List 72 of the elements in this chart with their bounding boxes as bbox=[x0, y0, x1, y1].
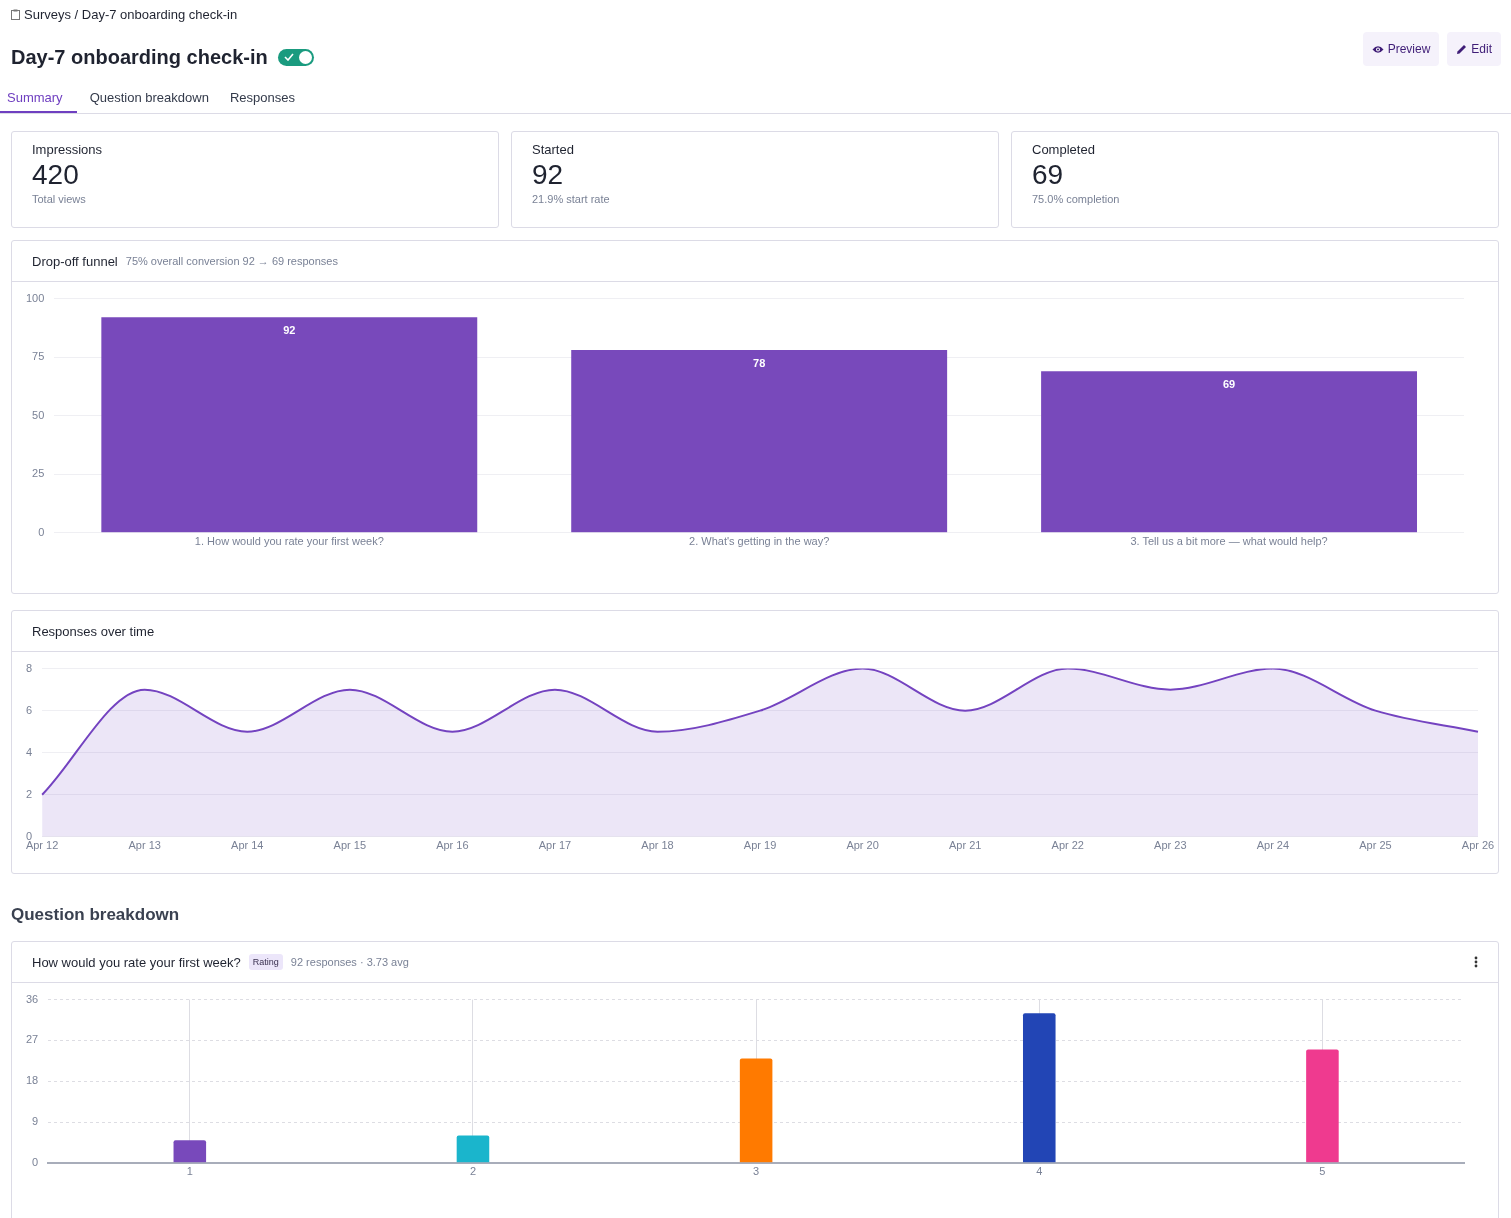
text: 75.0% completion bbox=[1032, 193, 1121, 205]
text: Responses bbox=[228, 89, 296, 107]
text: Started bbox=[532, 142, 575, 157]
text: Impressions bbox=[32, 142, 104, 157]
bar bbox=[173, 1140, 207, 1163]
x-tick-label: Apr 15 bbox=[333, 839, 367, 852]
data-label: 92 bbox=[283, 323, 296, 336]
data-label: 69 bbox=[1222, 377, 1236, 390]
text: Summary bbox=[0, 80, 77, 113]
chart-title: How would you rate your first week? bbox=[32, 954, 241, 970]
x-tick-label: Apr 23 bbox=[1154, 839, 1187, 852]
x-tick-label: Apr 20 bbox=[846, 839, 879, 852]
y-tick-label: 0 bbox=[32, 1155, 39, 1168]
x-tick-label: Apr 24 bbox=[1256, 839, 1290, 852]
x-tick-label: Apr 13 bbox=[128, 839, 161, 852]
bar bbox=[1022, 1013, 1056, 1163]
text: 69 bbox=[1032, 159, 1065, 191]
x-tick-label: Apr 18 bbox=[641, 839, 674, 852]
text: 420 bbox=[32, 159, 80, 191]
x-tick-label: Apr 17 bbox=[538, 839, 572, 852]
text: Rating bbox=[248, 954, 283, 970]
text: Edit bbox=[1471, 42, 1492, 56]
chart-subtitle: 92 responses · 3.73 avg bbox=[290, 956, 409, 968]
text: Day-7 onboarding check-in bbox=[11, 46, 268, 69]
x-tick-label: 1 bbox=[186, 1165, 193, 1178]
text: Completed bbox=[1032, 142, 1096, 157]
x-tick-label: 3 bbox=[753, 1165, 760, 1178]
chart-title: Drop-off funnel bbox=[32, 253, 118, 269]
bar bbox=[101, 317, 478, 533]
chart-subtitle: 75% overall conversion 92 → 69 responses bbox=[125, 255, 338, 267]
text: Total views bbox=[32, 193, 87, 205]
text: Question breakdown bbox=[11, 905, 180, 925]
x-tick-label: 1. How would you rate your first week? bbox=[194, 535, 384, 548]
bar bbox=[456, 1135, 490, 1163]
data-label: 78 bbox=[753, 356, 766, 369]
x-tick-label: Apr 16 bbox=[436, 839, 469, 852]
y-tick-label: 8 bbox=[25, 661, 33, 674]
x-tick-label: Apr 26 bbox=[1461, 839, 1495, 852]
y-tick-label: 0 bbox=[38, 525, 45, 538]
y-tick-label: 50 bbox=[32, 408, 45, 421]
y-tick-label: 4 bbox=[25, 745, 33, 758]
x-tick-label: 3. Tell us a bit more — what would help? bbox=[1130, 535, 1328, 548]
y-tick-label: 25 bbox=[32, 467, 45, 480]
x-tick-label: 2 bbox=[469, 1165, 477, 1178]
y-tick-label: 75 bbox=[32, 350, 45, 363]
y-tick-label: 18 bbox=[25, 1074, 39, 1087]
bar bbox=[571, 350, 948, 533]
y-tick-label: 36 bbox=[25, 992, 39, 1005]
bar bbox=[1306, 1049, 1339, 1163]
y-tick-label: 100 bbox=[25, 291, 45, 304]
x-tick-label: Apr 22 bbox=[1051, 839, 1084, 852]
x-tick-label: Apr 25 bbox=[1359, 839, 1392, 852]
x-tick-label: 2. What's getting in the way? bbox=[689, 535, 830, 548]
text: 21.9% start rate bbox=[532, 193, 611, 205]
text: 92 bbox=[532, 159, 565, 191]
x-tick-label: Apr 12 bbox=[25, 839, 59, 852]
x-tick-label: Apr 21 bbox=[948, 839, 982, 852]
y-tick-label: 0 bbox=[25, 829, 33, 842]
y-tick-label: 27 bbox=[25, 1033, 39, 1046]
chart-title: Responses over time bbox=[32, 623, 155, 639]
text: Preview bbox=[1387, 42, 1431, 56]
text: Question breakdown bbox=[88, 89, 210, 107]
y-tick-label: 2 bbox=[25, 787, 33, 800]
x-tick-label: 5 bbox=[1319, 1165, 1326, 1178]
x-tick-label: 4 bbox=[1036, 1165, 1043, 1178]
bar bbox=[739, 1058, 773, 1163]
y-tick-label: 9 bbox=[32, 1115, 39, 1128]
x-tick-label: Apr 14 bbox=[231, 839, 264, 852]
y-tick-label: 6 bbox=[25, 703, 33, 716]
bar bbox=[1041, 371, 1418, 533]
x-tick-label: Apr 19 bbox=[743, 839, 777, 852]
text: Surveys / Day-7 onboarding check-in bbox=[24, 7, 238, 22]
